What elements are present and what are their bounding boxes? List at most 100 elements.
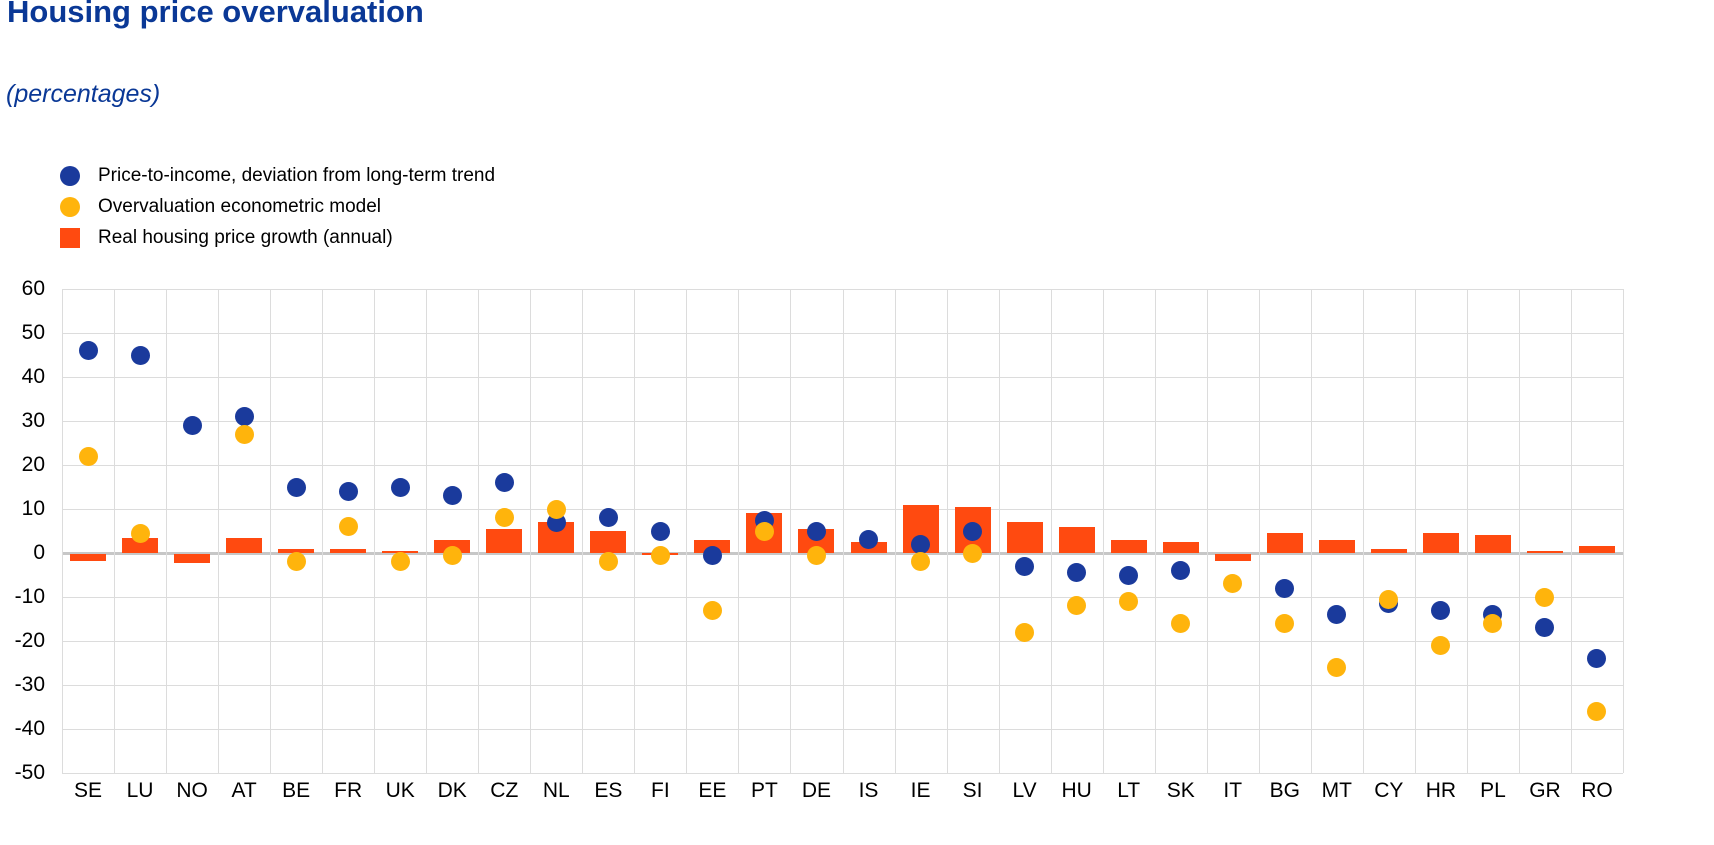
x-axis-label-SI: SI [962, 779, 983, 802]
gridline-v [530, 289, 532, 773]
bar-real-growth-ES [590, 531, 627, 553]
gridline-v [1258, 289, 1260, 773]
legend-square-icon-real-growth [60, 227, 80, 248]
bar-real-growth-LT [1110, 539, 1147, 553]
gridline-v [842, 289, 844, 773]
bar-real-growth-HR [1422, 533, 1459, 553]
dot-overvaluation-model-DE [806, 545, 826, 565]
gridline-v [1102, 289, 1104, 773]
y-axis-tick-label: 40 [21, 365, 45, 388]
gridline-v [1206, 289, 1208, 773]
bar-real-growth-CY [1370, 548, 1407, 553]
dot-overvaluation-model-MT [1327, 657, 1347, 677]
dot-overvaluation-model-CZ [494, 508, 514, 528]
gridline-v [1414, 289, 1416, 773]
gridline-v [114, 289, 116, 773]
gridline-v [1310, 289, 1312, 773]
dot-overvaluation-model-PL [1483, 613, 1503, 633]
gridline-h [62, 773, 1623, 774]
legend-item-price-to-income: Price-to-income, deviation from long-ter… [60, 160, 495, 191]
dot-overvaluation-model-SK [1171, 613, 1191, 633]
dot-price-to-income-NO [182, 415, 202, 435]
dot-overvaluation-model-HU [1067, 596, 1087, 616]
gridline-v [62, 289, 63, 773]
bar-real-growth-NO [174, 554, 211, 563]
dot-overvaluation-model-CY [1379, 589, 1399, 609]
dot-overvaluation-model-IE [911, 552, 931, 572]
x-axis-label-HR: HR [1425, 779, 1457, 802]
y-axis-tick-label: 0 [33, 541, 45, 564]
gridline-v [1362, 289, 1364, 773]
x-axis-label-PL: PL [1480, 779, 1506, 802]
bar-real-growth-SE [70, 554, 107, 561]
x-axis-label-CY: CY [1374, 779, 1404, 802]
x-axis-label-SE: SE [74, 779, 103, 802]
dot-overvaluation-model-UK [390, 552, 410, 572]
gridline-v [1518, 289, 1520, 773]
dot-price-to-income-FI [650, 521, 670, 541]
bar-real-growth-FR [330, 549, 367, 553]
x-axis-label-IT: IT [1223, 779, 1243, 802]
legend-label-overvaluation-model: Overvaluation econometric model [98, 195, 382, 217]
dot-overvaluation-model-LT [1119, 591, 1139, 611]
bar-real-growth-BE [278, 548, 315, 553]
bar-real-growth-UK [382, 550, 419, 553]
y-axis-tick-label: 20 [21, 453, 45, 476]
x-axis-label-BG: BG [1269, 779, 1300, 802]
dot-price-to-income-GR [1535, 618, 1555, 638]
bar-real-growth-PL [1474, 535, 1511, 553]
legend-item-real-growth: Real housing price growth (annual) [60, 222, 495, 253]
dot-overvaluation-model-LU [130, 523, 150, 543]
x-axis-label-LT: LT [1117, 779, 1141, 802]
gridline-v [1154, 289, 1156, 773]
bar-real-growth-CZ [486, 528, 523, 553]
bar-real-growth-AT [226, 537, 263, 553]
bar-real-growth-IT [1214, 554, 1251, 561]
x-axis-label-GR: GR [1529, 779, 1561, 802]
gridline-v [634, 289, 636, 773]
y-axis-tick-label: -20 [14, 629, 45, 652]
x-axis-label-PT: PT [751, 779, 778, 802]
gridline-v [166, 289, 168, 773]
bar-real-growth-MT [1318, 539, 1355, 553]
legend-label-real-growth: Real housing price growth (annual) [98, 226, 393, 248]
gridline-v [374, 289, 376, 773]
x-axis-label-AT: AT [231, 779, 257, 802]
dot-overvaluation-model-DK [442, 545, 462, 565]
y-axis-tick-label: 60 [21, 277, 45, 300]
dot-overvaluation-model-BG [1275, 613, 1295, 633]
x-axis-label-FR: FR [334, 779, 363, 802]
legend-label-price-to-income: Price-to-income, deviation from long-ter… [98, 164, 496, 186]
bar-real-growth-HU [1058, 526, 1095, 553]
x-axis-label-FI: FI [651, 779, 670, 802]
x-axis-label-MT: MT [1321, 779, 1352, 802]
x-axis-label-SK: SK [1166, 779, 1195, 802]
y-axis-tick-label: -40 [14, 717, 45, 740]
dot-overvaluation-model-IT [1223, 574, 1243, 594]
y-axis-tick-label: -10 [14, 585, 45, 608]
gridline-v [686, 289, 688, 773]
dot-price-to-income-RO [1587, 649, 1607, 669]
legend-circle-icon-overvaluation-model [60, 196, 80, 217]
dot-overvaluation-model-SI [963, 543, 983, 563]
gridline-v [946, 289, 948, 773]
dot-overvaluation-model-SE [78, 446, 98, 466]
gridline-v [322, 289, 324, 773]
x-axis-label-ES: ES [594, 779, 623, 802]
dot-overvaluation-model-EE [702, 600, 722, 620]
x-axis-label-IS: IS [858, 779, 879, 802]
dot-price-to-income-CZ [494, 473, 514, 493]
dot-price-to-income-UK [390, 477, 410, 497]
x-axis-label-NO: NO [176, 779, 208, 802]
x-axis-label-UK: UK [385, 779, 415, 802]
dot-price-to-income-IE [911, 534, 931, 554]
bar-real-growth-RO [1578, 546, 1615, 553]
dot-price-to-income-BE [286, 477, 306, 497]
gridline-v [738, 289, 740, 773]
bar-real-growth-LU [122, 537, 159, 553]
chart-title: Housing price overvaluation [7, 0, 424, 29]
dot-price-to-income-EE [702, 545, 722, 565]
dot-price-to-income-LV [1015, 556, 1035, 576]
gridline-v [1570, 289, 1572, 773]
dot-overvaluation-model-BE [286, 552, 306, 572]
